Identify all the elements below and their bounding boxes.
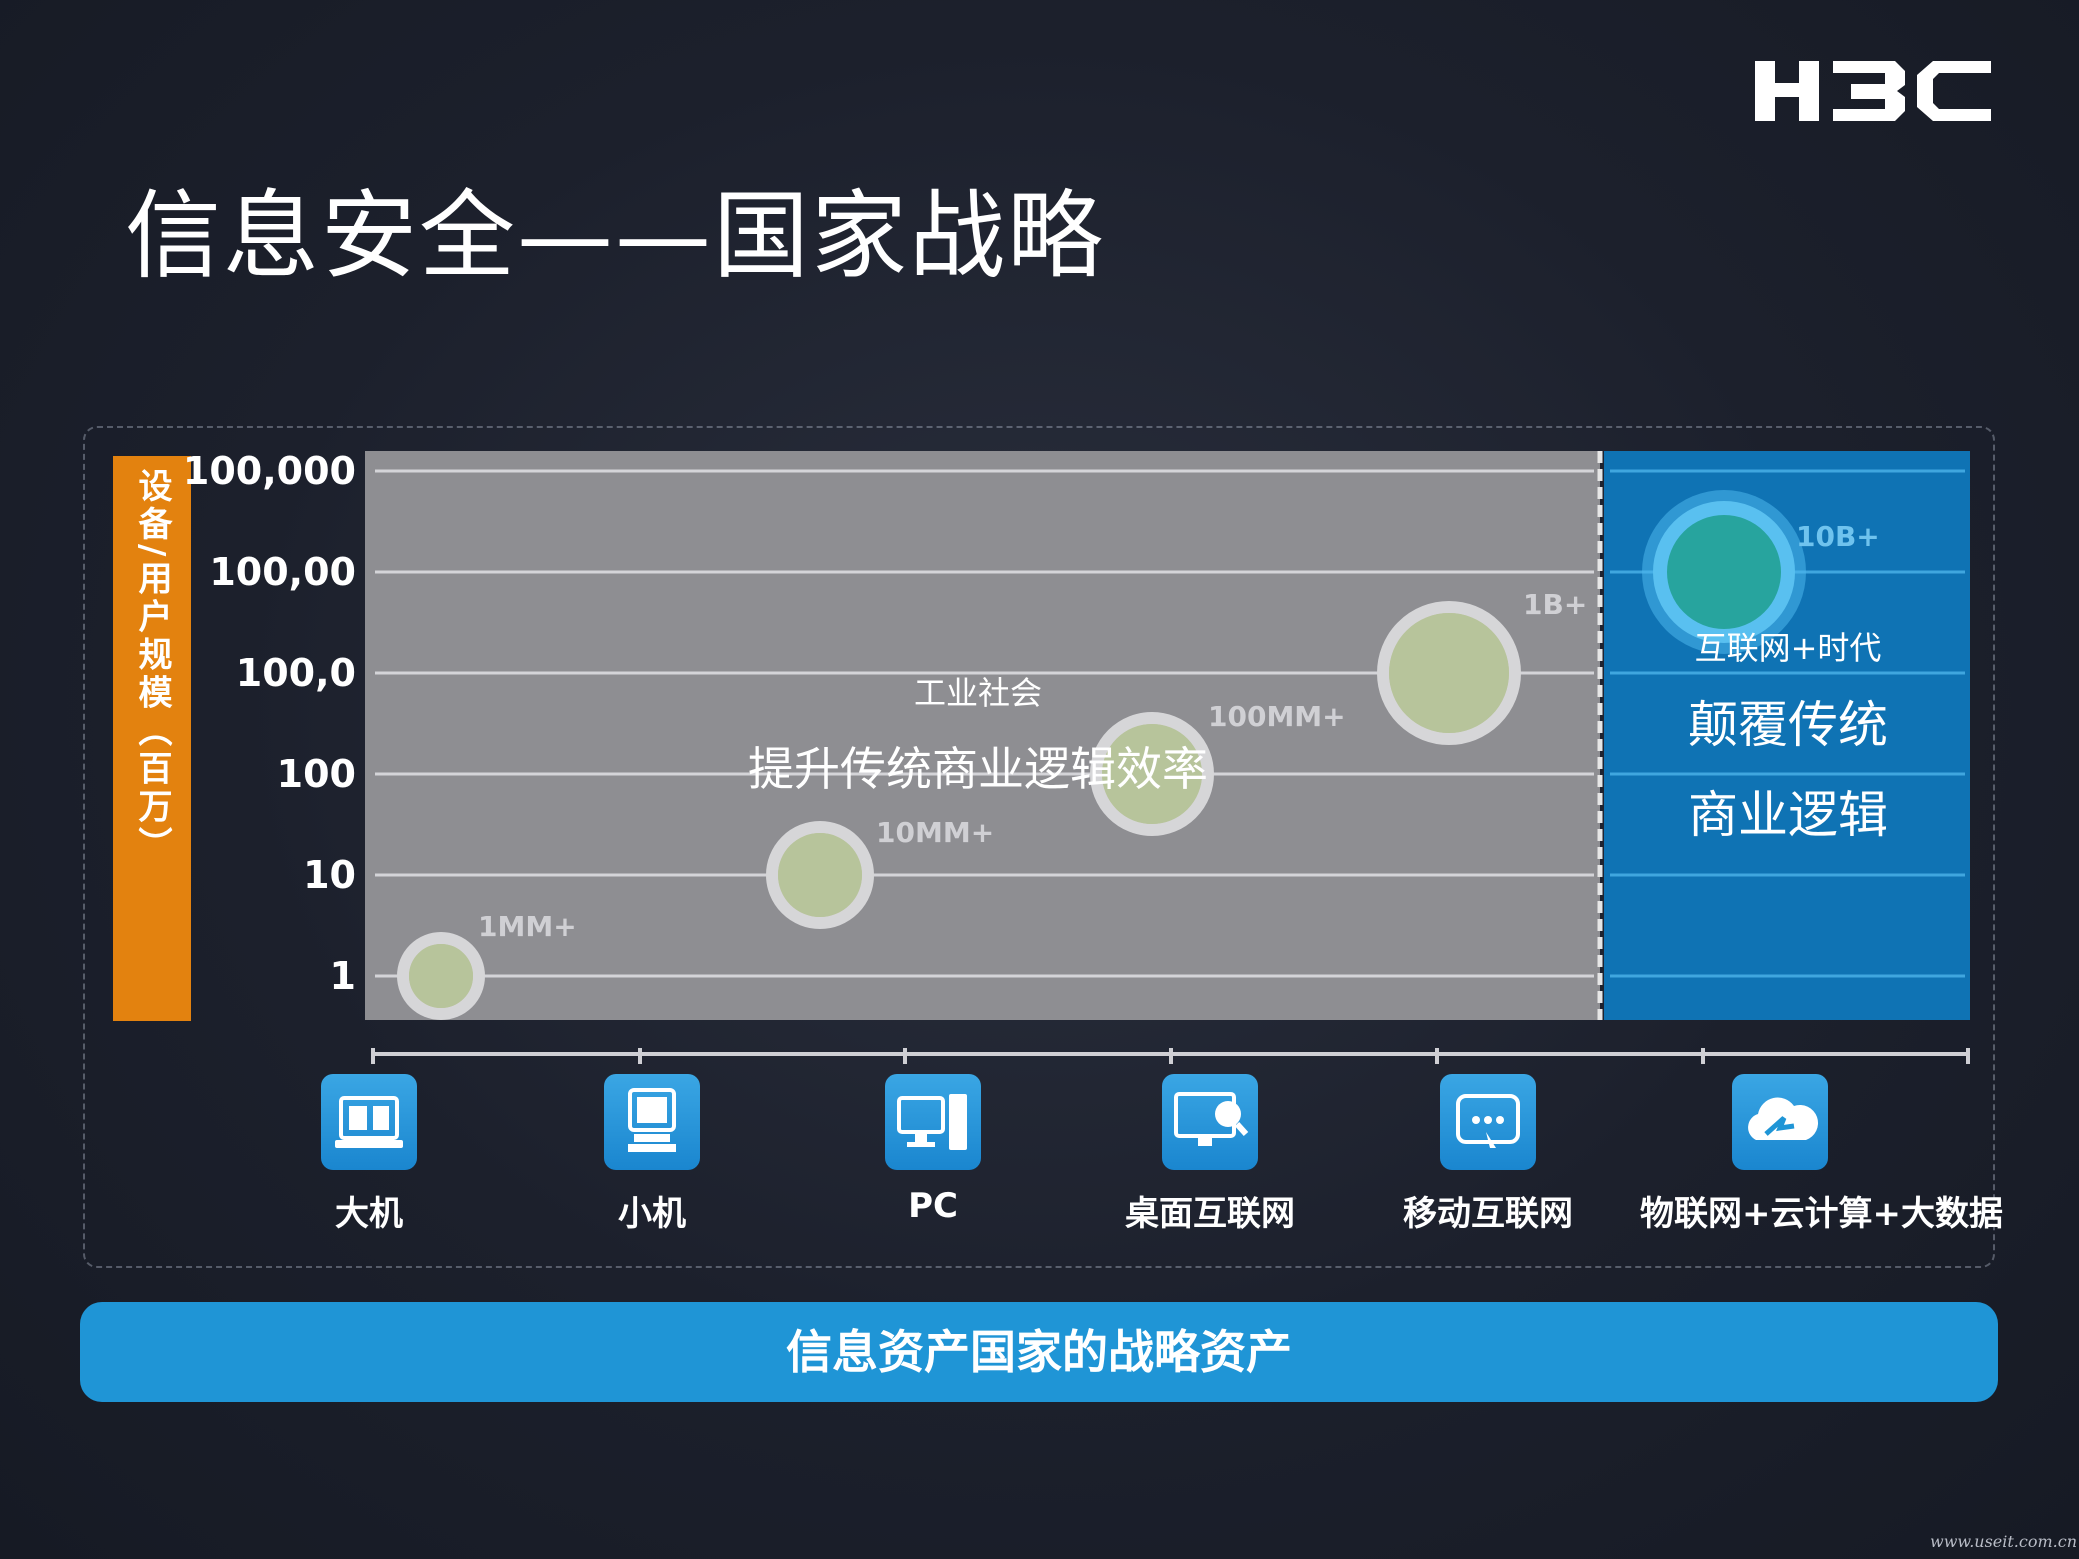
y-axis-label: 设备/用户规模（百万） bbox=[132, 468, 172, 865]
bubble-label: 1MM+ bbox=[478, 910, 577, 943]
y-tick-label: 100,000 bbox=[183, 449, 356, 493]
industrial-region bbox=[365, 451, 1600, 1020]
era-item: 桌面互联网 bbox=[1070, 1074, 1350, 1235]
chart-panel bbox=[83, 426, 1995, 1268]
y-axis-label-box: 设备/用户规模（百万） bbox=[113, 456, 191, 1021]
y-tick-label: 1 bbox=[330, 954, 356, 998]
mobile-internet-icon bbox=[1440, 1074, 1536, 1170]
mainframe-icon bbox=[321, 1074, 417, 1170]
bubble-inner bbox=[409, 944, 473, 1008]
era-label: 大机 bbox=[335, 1194, 403, 1234]
region-name-industrial: 工业社会 bbox=[914, 674, 1042, 712]
era-item: 大机 bbox=[229, 1074, 509, 1235]
bubble-point bbox=[1653, 501, 1795, 643]
bubble-label: 10MM+ bbox=[876, 816, 994, 849]
watermark: www.useit.com.cn bbox=[1930, 1532, 2078, 1551]
page-title: 信息安全——国家战略 bbox=[125, 180, 1105, 292]
desktop-internet-icon bbox=[1162, 1074, 1258, 1170]
bubble-inner bbox=[778, 833, 862, 917]
y-tick-label: 100,00 bbox=[209, 550, 356, 594]
era-item: 移动互联网 bbox=[1348, 1074, 1628, 1235]
era-item: 物联网+云计算+大数据 bbox=[1640, 1074, 2003, 1235]
era-item: PC bbox=[793, 1074, 1073, 1226]
bubble-inner bbox=[1102, 724, 1202, 824]
bubble-label: 1B+ bbox=[1523, 588, 1587, 621]
era-label: 物联网+云计算+大数据 bbox=[1640, 1194, 2003, 1234]
h3c-logo bbox=[1755, 61, 1991, 121]
minicomputer-icon bbox=[604, 1074, 700, 1170]
era-item: 小机 bbox=[512, 1074, 792, 1235]
era-label: 小机 bbox=[618, 1194, 686, 1234]
region-subtitle-internet: 商业逻辑 bbox=[1688, 786, 1888, 844]
era-label: 移动互联网 bbox=[1403, 1194, 1573, 1234]
bubble-chart: 100,000 100,00 100,0 100 10 1 1MM+ 10MM+ 100MM+… bbox=[183, 449, 1970, 1064]
pc-icon bbox=[885, 1074, 981, 1170]
bottom-banner: 信息资产国家的战略资产 bbox=[80, 1302, 1998, 1402]
y-tick-label: 100 bbox=[277, 752, 356, 796]
bubble-label: 100MM+ bbox=[1208, 700, 1346, 733]
bubble-label: 10B+ bbox=[1796, 520, 1880, 553]
cloud-icon bbox=[1732, 1074, 1828, 1170]
era-label: PC bbox=[908, 1186, 958, 1226]
region-name-internet: 互联网+时代 bbox=[1695, 629, 1882, 667]
bubble-inner bbox=[1389, 613, 1509, 733]
y-tick-label: 10 bbox=[303, 853, 356, 897]
era-label: 桌面互联网 bbox=[1125, 1194, 1295, 1234]
y-tick-label: 100,0 bbox=[236, 651, 356, 695]
region-subtitle-industrial: 提升传统商业逻辑效率 bbox=[748, 742, 1208, 796]
region-subtitle-internet: 颠覆传统 bbox=[1688, 696, 1888, 754]
